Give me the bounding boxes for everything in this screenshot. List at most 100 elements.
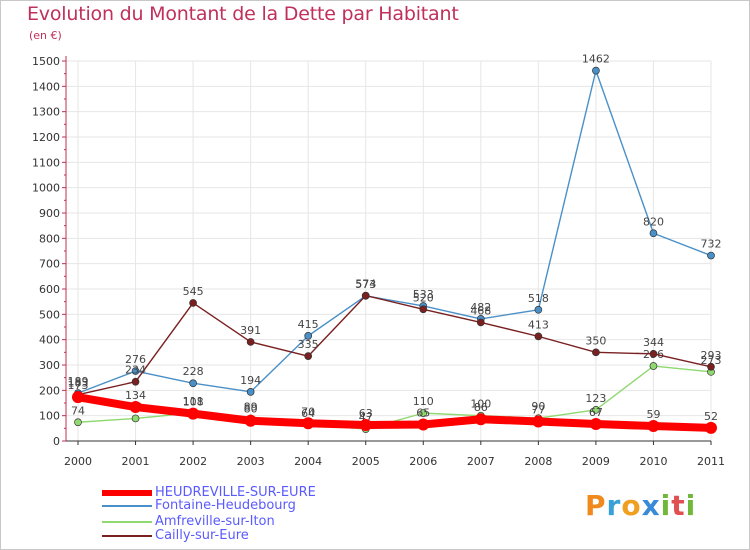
data-point-cailly-sur-eure-2003 — [246, 338, 255, 346]
series-line-cailly-sur-eure — [77, 294, 712, 396]
data-label-cailly-sur-eure-2003: 391 — [240, 324, 261, 337]
data-point-fontaine-heudebourg-2011 — [707, 251, 715, 260]
data-point-amfreville-sur-iton-2001 — [131, 414, 140, 423]
series-line-amfreville-sur-iton — [77, 365, 712, 430]
data-point-amfreville-sur-iton-2000 — [74, 418, 82, 427]
x-tick-label-2009: 2009 — [582, 455, 610, 468]
data-label-cailly-sur-eure-2008: 413 — [528, 318, 549, 331]
data-label-cailly-sur-eure-2002: 545 — [183, 285, 204, 298]
data-label-fontaine-heudebourg-2001: 276 — [125, 353, 146, 366]
y-tick-label-1400: 1400 — [32, 80, 60, 93]
x-tick-label-2003: 2003 — [237, 455, 265, 468]
x-tick-label-2008: 2008 — [524, 455, 552, 468]
data-label-fontaine-heudebourg-2010: 820 — [643, 215, 664, 228]
data-point-heudreville-sur-eure-2010 — [647, 420, 660, 433]
y-axis-unit-label: (en €) — [29, 29, 62, 42]
data-point-fontaine-heudebourg-2001 — [131, 367, 140, 375]
y-tick-label-300: 300 — [39, 359, 60, 372]
y-tick-label-900: 900 — [39, 207, 60, 220]
y-tick-label-800: 800 — [39, 232, 60, 245]
x-tick-label-2000: 2000 — [64, 455, 92, 468]
data-label-heudreville-sur-eure-2009: 67 — [589, 406, 603, 419]
data-point-cailly-sur-eure-2009 — [592, 348, 600, 357]
legend-label-amfreville: Amfreville-sur-Iton — [155, 514, 275, 529]
y-tick-label-1200: 1200 — [32, 131, 60, 144]
data-label-fontaine-heudebourg-2006: 533 — [413, 288, 434, 301]
y-tick-label-600: 600 — [39, 283, 60, 296]
legend-swatch-heudreville — [102, 490, 152, 496]
series-line-heudreville-sur-eure — [74, 393, 715, 432]
data-label-amfreville-sur-iton-2004: 64 — [301, 407, 315, 420]
data-label-heudreville-sur-eure-2003: 80 — [244, 403, 258, 416]
data-point-cailly-sur-eure-2005 — [361, 291, 370, 300]
data-point-cailly-sur-eure-2006 — [419, 305, 428, 314]
data-label-heudreville-sur-eure-2002: 108 — [183, 396, 204, 409]
data-point-heudreville-sur-eure-2009 — [589, 418, 602, 431]
data-label-cailly-sur-eure-2006: 520 — [413, 291, 434, 304]
data-point-heudreville-sur-eure-2008 — [532, 415, 545, 428]
data-point-cailly-sur-eure-2008 — [534, 332, 543, 341]
data-label-amfreville-sur-iton-2011: 273 — [701, 354, 722, 367]
data-point-heudreville-sur-eure-2001 — [129, 401, 142, 414]
data-point-cailly-sur-eure-2010 — [649, 350, 658, 358]
data-label-cailly-sur-eure-2004: 335 — [298, 338, 319, 351]
y-tick-label-400: 400 — [39, 334, 60, 347]
data-label-cailly-sur-eure-2007: 468 — [470, 304, 491, 317]
legend-swatch-amfreville — [102, 521, 152, 523]
legend-label-heudreville: HEUDREVILLE-SUR-EURE — [155, 485, 316, 500]
data-point-heudreville-sur-eure-2003 — [244, 414, 257, 427]
data-label-heudreville-sur-eure-2010: 59 — [646, 408, 660, 421]
x-tick-label-2005: 2005 — [352, 455, 380, 468]
data-point-heudreville-sur-eure-2007 — [474, 413, 487, 426]
x-tick-label-2001: 2001 — [122, 455, 150, 468]
data-point-heudreville-sur-eure-2002 — [187, 407, 200, 420]
data-label-heudreville-sur-eure-2000: 173 — [68, 379, 89, 392]
data-label-fontaine-heudebourg-2009: 1462 — [582, 53, 610, 66]
data-label-heudreville-sur-eure-2001: 134 — [125, 389, 146, 402]
data-label-amfreville-sur-iton-2002: 111 — [183, 395, 204, 408]
y-tick-label-1100: 1100 — [32, 156, 60, 169]
x-tick-label-2002: 2002 — [179, 455, 207, 468]
data-point-cailly-sur-eure-2001 — [131, 377, 140, 386]
data-point-cailly-sur-eure-2002 — [189, 299, 197, 307]
data-point-heudreville-sur-eure-2004 — [302, 417, 315, 430]
x-tick-label-2010: 2010 — [639, 455, 667, 468]
y-tick-label-1300: 1300 — [32, 106, 60, 119]
data-point-fontaine-heudebourg-2010 — [649, 229, 658, 238]
y-tick-label-100: 100 — [39, 410, 60, 423]
y-tick-label-500: 500 — [39, 308, 60, 321]
x-tick-label-2006: 2006 — [409, 455, 437, 468]
data-label-fontaine-heudebourg-2011: 732 — [701, 238, 722, 251]
data-label-heudreville-sur-eure-2011: 52 — [704, 410, 718, 423]
data-label-heudreville-sur-eure-2008: 77 — [531, 403, 545, 416]
data-label-amfreville-sur-iton-2006: 110 — [413, 395, 434, 408]
legend-label-fontaine: Fontaine-Heudebourg — [155, 498, 296, 513]
data-label-fontaine-heudebourg-2008: 518 — [528, 292, 549, 305]
data-point-fontaine-heudebourg-2009 — [592, 66, 600, 75]
y-tick-label-700: 700 — [39, 258, 60, 271]
x-tick-label-2011: 2011 — [697, 455, 725, 468]
data-label-fontaine-heudebourg-2003: 194 — [240, 374, 261, 387]
data-point-amfreville-sur-iton-2009 — [592, 405, 600, 414]
data-label-fontaine-heudebourg-2004: 415 — [298, 318, 319, 331]
y-tick-label-0: 0 — [53, 435, 60, 448]
data-point-fontaine-heudebourg-2002 — [189, 379, 197, 388]
data-label-amfreville-sur-iton-2008: 90 — [531, 400, 545, 413]
data-label-fontaine-heudebourg-2000: 189 — [68, 375, 89, 388]
data-point-heudreville-sur-eure-2006 — [417, 418, 430, 431]
data-point-heudreville-sur-eure-2005 — [359, 419, 372, 432]
data-label-cailly-sur-eure-2000: 183 — [68, 377, 89, 390]
data-label-fontaine-heudebourg-2005: 573 — [355, 278, 376, 291]
legend-swatch-fontaine — [102, 505, 152, 507]
data-point-cailly-sur-eure-2011 — [707, 362, 715, 371]
data-label-amfreville-sur-iton-2000: 74 — [71, 404, 85, 417]
legend-swatch-cailly — [102, 535, 152, 537]
data-point-cailly-sur-eure-2004 — [304, 352, 313, 360]
data-point-amfreville-sur-iton-2010 — [649, 362, 658, 370]
data-label-heudreville-sur-eure-2005: 63 — [359, 407, 373, 420]
legend-label-cailly: Cailly-sur-Eure — [155, 528, 249, 543]
series-line-fontaine-heudebourg — [77, 69, 712, 394]
y-tick-label-1500: 1500 — [32, 55, 60, 68]
data-point-amfreville-sur-iton-2006 — [419, 409, 428, 417]
